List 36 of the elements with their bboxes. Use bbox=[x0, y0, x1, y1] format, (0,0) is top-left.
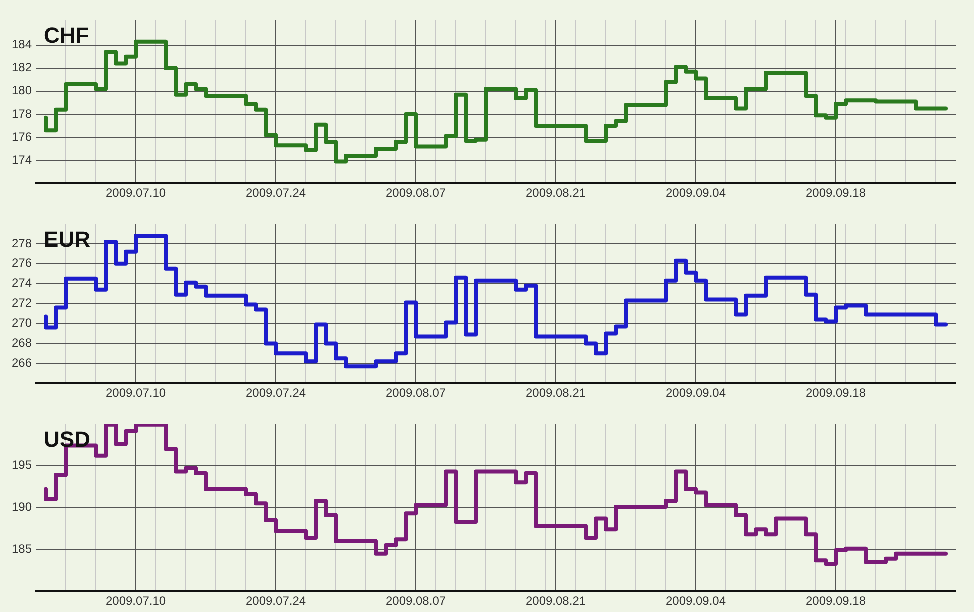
y-tick-label: 195 bbox=[12, 458, 32, 472]
y-tick-label: 182 bbox=[12, 60, 32, 75]
y-tick-label: 278 bbox=[12, 236, 32, 250]
x-tick-label: 2009.09.04 bbox=[666, 186, 726, 200]
x-tick-label: 2009.09.04 bbox=[666, 594, 726, 608]
y-tick-label: 184 bbox=[12, 38, 32, 52]
x-tick-label: 2009.07.10 bbox=[106, 386, 166, 400]
x-tick-label: 2009.08.07 bbox=[386, 186, 446, 200]
x-tick-label: 2009.08.07 bbox=[386, 594, 446, 608]
x-tick-label: 2009.07.24 bbox=[246, 186, 306, 200]
x-tick-label: 2009.09.18 bbox=[806, 386, 866, 400]
x-tick-label: 2009.09.04 bbox=[666, 386, 726, 400]
x-tick-label: 2009.07.10 bbox=[106, 186, 166, 200]
y-tick-label: 266 bbox=[12, 356, 32, 370]
x-tick-label: 2009.09.18 bbox=[806, 186, 866, 200]
x-tick-label: 2009.08.21 bbox=[526, 594, 586, 608]
y-tick-label: 178 bbox=[12, 106, 32, 121]
y-tick-label: 268 bbox=[12, 336, 32, 350]
x-tick-label: 2009.08.21 bbox=[526, 186, 586, 200]
x-tick-label: 2009.08.07 bbox=[386, 386, 446, 400]
y-tick-label: 180 bbox=[12, 84, 32, 98]
y-tick-label: 276 bbox=[12, 256, 32, 270]
y-tick-label: 272 bbox=[12, 296, 32, 310]
chart-title: CHF bbox=[44, 23, 90, 48]
y-tick-label: 270 bbox=[12, 316, 32, 330]
chart-title: USD bbox=[44, 427, 90, 452]
y-tick-label: 176 bbox=[12, 130, 32, 144]
x-tick-label: 2009.09.18 bbox=[806, 594, 866, 608]
y-tick-label: 274 bbox=[12, 276, 32, 290]
y-tick-label: 185 bbox=[12, 542, 32, 556]
x-tick-label: 2009.07.10 bbox=[106, 594, 166, 608]
x-tick-label: 2009.08.21 bbox=[526, 386, 586, 400]
x-tick-label: 2009.07.24 bbox=[246, 594, 306, 608]
y-tick-label: 190 bbox=[12, 500, 32, 514]
y-tick-label: 174 bbox=[12, 152, 32, 167]
x-tick-label: 2009.07.24 bbox=[246, 386, 306, 400]
